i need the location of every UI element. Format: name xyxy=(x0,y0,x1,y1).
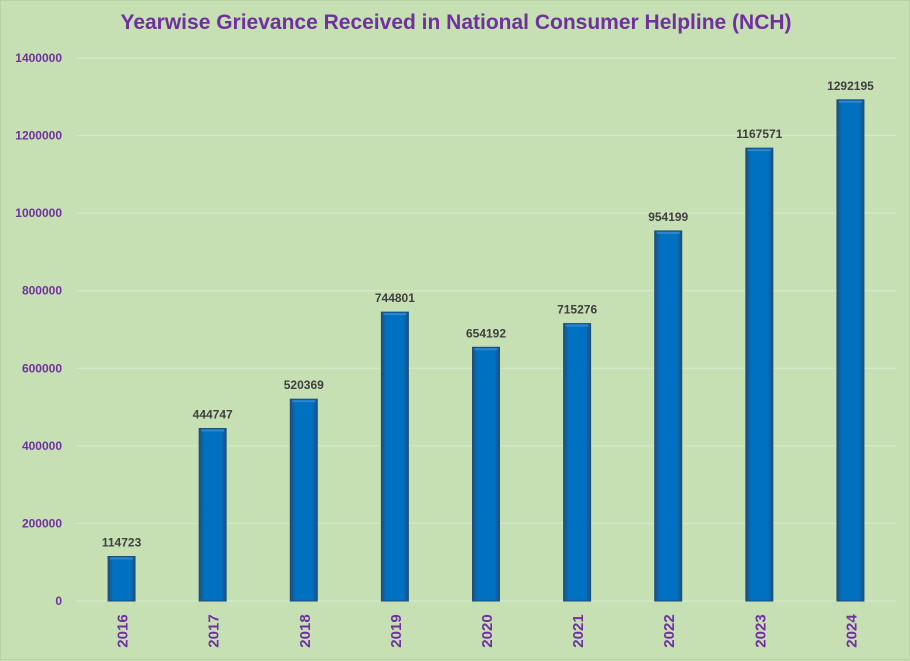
bar xyxy=(836,99,865,602)
x-tick-label: 2018 xyxy=(297,614,314,647)
y-tick-label: 1200000 xyxy=(15,129,62,143)
y-tick-label: 1000000 xyxy=(15,206,62,220)
bar xyxy=(563,323,592,602)
bar-top-bevel xyxy=(383,313,407,316)
bar-top-bevel xyxy=(838,100,862,103)
bar xyxy=(472,346,500,602)
data-label: 715276 xyxy=(557,303,597,317)
y-tick-label: 800000 xyxy=(22,284,62,298)
data-label: 744801 xyxy=(375,291,415,305)
bar xyxy=(198,428,227,602)
data-label: 114723 xyxy=(102,536,142,550)
bar-top-bevel xyxy=(201,429,225,432)
x-tick-label: 2020 xyxy=(479,614,496,647)
data-label: 654192 xyxy=(466,326,506,340)
y-tick-label: 600000 xyxy=(22,361,62,375)
x-tick-label: 2021 xyxy=(570,614,587,647)
bar xyxy=(289,398,318,602)
chart-title: Yearwise Grievance Received in National … xyxy=(120,11,792,34)
y-tick-label: 1400000 xyxy=(15,51,62,65)
x-tick-label: 2023 xyxy=(752,614,769,647)
x-tick-label: 2024 xyxy=(843,614,860,648)
data-label: 1167571 xyxy=(736,127,782,141)
y-tick-label: 200000 xyxy=(22,516,62,530)
x-tick-label: 2017 xyxy=(206,614,223,647)
x-tick-label: 2016 xyxy=(115,614,132,647)
data-label: 444747 xyxy=(193,408,233,422)
data-label: 1292195 xyxy=(827,79,874,93)
bar-top-bevel xyxy=(747,149,771,152)
data-label: 954199 xyxy=(648,210,688,224)
x-tick-label: 2019 xyxy=(388,614,405,647)
x-tick-label: 2022 xyxy=(661,614,678,647)
bar xyxy=(107,556,136,602)
data-label: 520369 xyxy=(284,378,324,392)
y-tick-label: 400000 xyxy=(22,439,62,453)
bar xyxy=(654,230,683,602)
bar-top-bevel xyxy=(474,348,498,351)
bar-top-bevel xyxy=(656,231,680,234)
bar xyxy=(380,311,409,602)
bar-top-bevel xyxy=(292,400,316,403)
bar-top-bevel xyxy=(110,557,134,560)
bar-top-bevel xyxy=(565,324,589,327)
bar xyxy=(745,147,774,602)
y-tick-label: 0 xyxy=(55,594,62,608)
